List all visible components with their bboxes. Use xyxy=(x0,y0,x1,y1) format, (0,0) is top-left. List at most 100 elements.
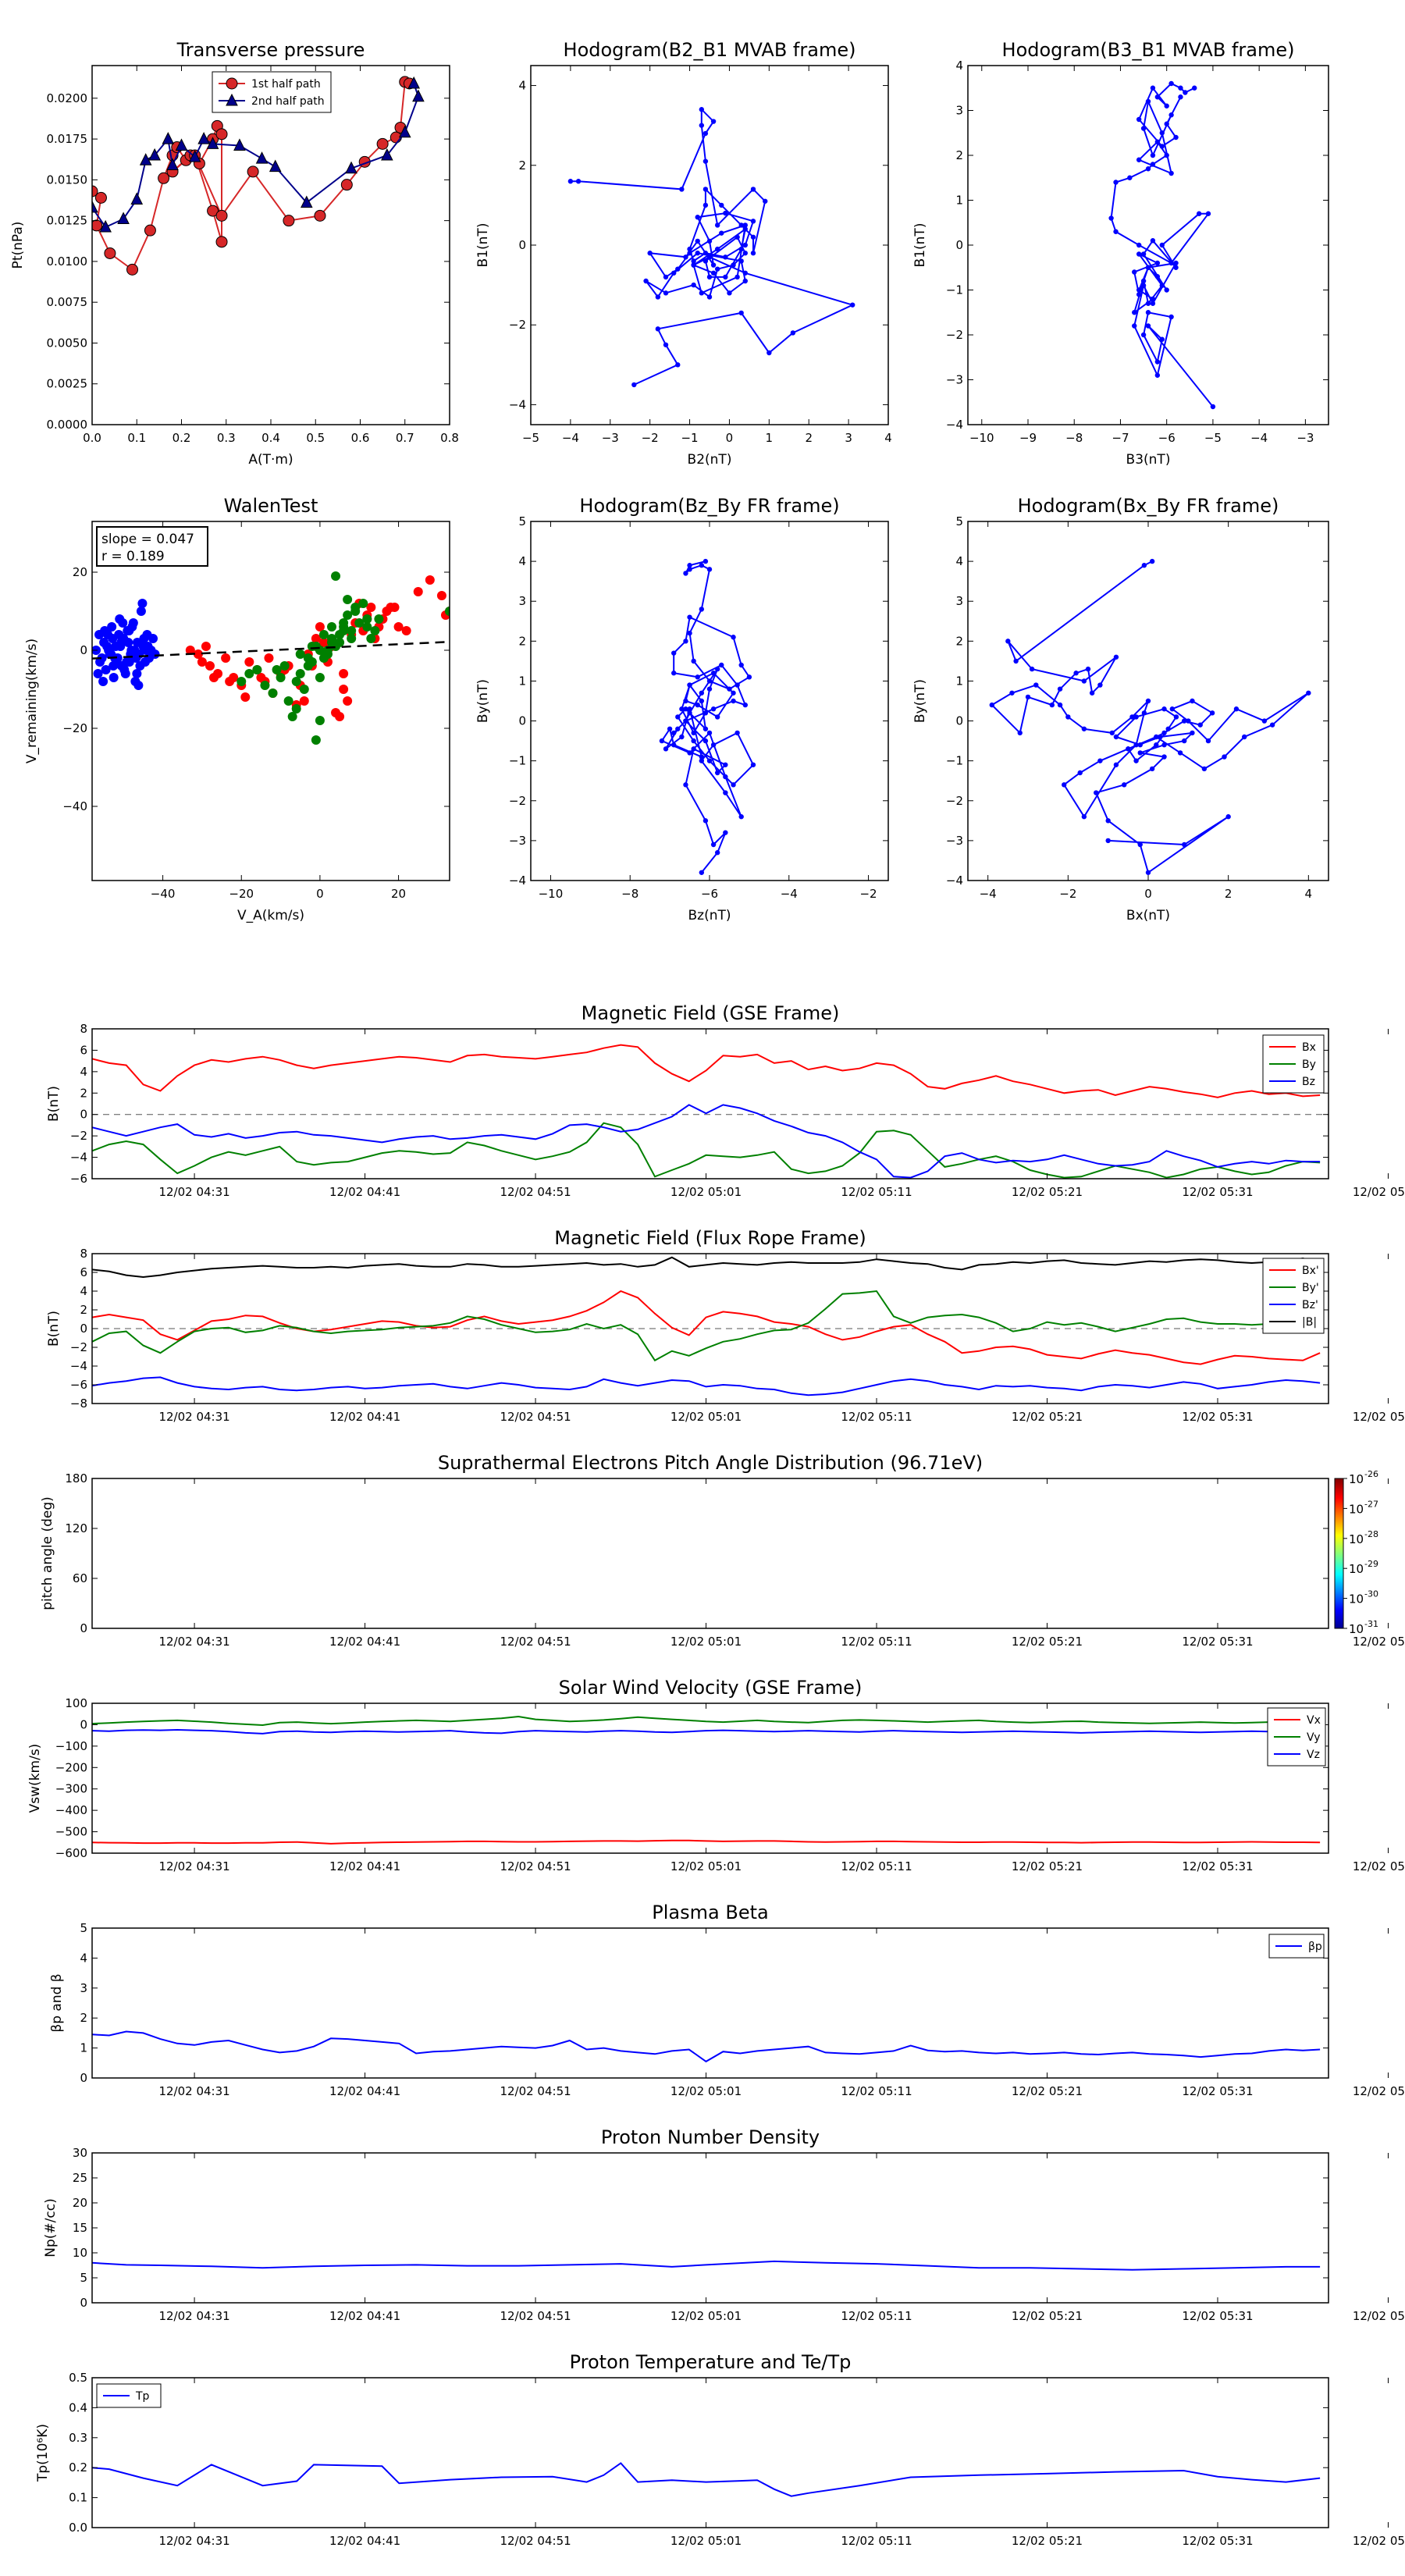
scatter-point xyxy=(318,630,329,639)
data-point xyxy=(699,754,705,760)
data-point xyxy=(1049,702,1055,708)
data-point xyxy=(675,266,681,272)
data-point xyxy=(675,714,681,720)
scatter-point xyxy=(335,712,345,721)
y-tick-label: 0 xyxy=(955,714,963,728)
y-tick-label: −100 xyxy=(55,1739,87,1753)
chart-title: Solar Wind Velocity (GSE Frame) xyxy=(559,1677,863,1699)
scatter-point xyxy=(295,669,305,678)
plot-area xyxy=(92,1256,1329,1397)
scatter-point xyxy=(339,618,349,628)
annotation-r: r = 0.189 xyxy=(101,549,165,564)
legend-label: |B| xyxy=(1302,1316,1317,1329)
data-point xyxy=(683,718,688,724)
data-point xyxy=(691,282,696,288)
data-point xyxy=(1145,310,1151,315)
scatter-point xyxy=(136,607,146,616)
data-point xyxy=(1150,296,1156,302)
colorbar-label-exponent: -29 xyxy=(1364,1559,1378,1569)
x-tick-label: −4 xyxy=(562,431,579,445)
data-point xyxy=(1013,658,1019,664)
series-line-1 xyxy=(92,1122,1321,1179)
y-tick-label: −6 xyxy=(70,1172,87,1186)
legend: Tp xyxy=(96,2383,162,2408)
data-point xyxy=(197,131,210,144)
y-axis-label: Tp(10⁶K) xyxy=(35,2424,51,2482)
x-tick-label: 12/02 05:41 xyxy=(1353,1185,1405,1199)
data-point xyxy=(687,246,692,252)
scatter-point xyxy=(413,587,423,596)
y-tick-label: 5 xyxy=(518,514,526,528)
data-point xyxy=(742,251,748,256)
data-point xyxy=(376,137,389,150)
chart-title: Hodogram(Bx_By FR frame) xyxy=(1018,495,1279,517)
data-point xyxy=(1149,558,1155,564)
scatter-point xyxy=(339,669,349,678)
scatter-point xyxy=(141,646,151,655)
data-point xyxy=(1154,260,1161,266)
y-tick-label: −2 xyxy=(70,1129,87,1143)
scatter-point xyxy=(283,696,293,706)
data-point xyxy=(683,254,688,260)
x-tick-label: 12/02 04:51 xyxy=(500,2309,571,2323)
x-tick-label: 0.5 xyxy=(306,431,325,445)
x-tick-label: 12/02 04:51 xyxy=(500,1410,571,1424)
data-point xyxy=(738,814,744,820)
x-tick-label: −10 xyxy=(969,431,994,445)
y-tick-label: −1 xyxy=(946,283,963,297)
data-point xyxy=(233,138,246,151)
x-tick-label: 12/02 05:41 xyxy=(1353,1410,1405,1424)
series-line-0 xyxy=(92,1044,1321,1098)
y-tick-label: −600 xyxy=(55,1846,87,1860)
plot-area xyxy=(989,558,1311,875)
data-point xyxy=(130,192,144,205)
data-point xyxy=(695,702,700,708)
data-point xyxy=(663,746,669,752)
x-tick-label: 12/02 05:11 xyxy=(841,1185,912,1199)
data-point xyxy=(126,263,139,276)
y-tick-label: −2 xyxy=(509,794,526,808)
x-tick-label: 12/02 05:31 xyxy=(1182,1859,1253,1873)
scatter-point xyxy=(107,622,117,632)
data-point xyxy=(247,165,259,178)
series-line-2 xyxy=(92,1728,1321,1735)
data-point xyxy=(215,209,228,222)
x-tick-label: −10 xyxy=(539,887,564,901)
data-point xyxy=(714,714,720,720)
data-point xyxy=(691,738,696,744)
data-point xyxy=(714,850,720,856)
y-tick-label: 0.0175 xyxy=(47,132,88,146)
y-tick-label: 60 xyxy=(73,1571,87,1585)
data-point xyxy=(1136,287,1142,293)
x-tick-label: 12/02 05:11 xyxy=(841,2534,912,2548)
scatter-point xyxy=(347,634,357,643)
data-point xyxy=(742,278,748,284)
y-tick-label: 20 xyxy=(73,2196,87,2210)
plot-area xyxy=(92,2462,1321,2497)
plot-area xyxy=(92,2030,1321,2063)
series-line-1 xyxy=(92,1715,1321,1727)
x-tick-label: 12/02 04:41 xyxy=(329,1859,400,1873)
scatter-point xyxy=(339,626,349,635)
x-tick-label: 12/02 04:31 xyxy=(158,1185,229,1199)
y-tick-label: −4 xyxy=(509,397,526,411)
data-point xyxy=(1168,260,1174,266)
legend-label: 1st half path xyxy=(251,78,321,91)
data-point xyxy=(99,219,112,233)
chart-4: Hodogram(Bz_By FR frame) By(nT) Bz(nT) −4 −3… xyxy=(475,495,889,923)
x-tick-label: 0 xyxy=(726,431,734,445)
data-point xyxy=(1186,718,1191,724)
y-tick-label: 3 xyxy=(955,104,963,118)
y-axis-label: βp and β xyxy=(49,1973,65,2032)
data-point xyxy=(723,254,728,260)
x-tick-label: 12/02 05:11 xyxy=(841,1635,912,1649)
data-point xyxy=(175,138,188,151)
data-point xyxy=(742,226,748,232)
x-tick-label: 12/02 04:31 xyxy=(158,2084,229,2098)
y-tick-label: 3 xyxy=(80,1981,87,1995)
data-point xyxy=(1137,750,1143,756)
x-tick-label: −20 xyxy=(229,887,254,901)
series-line-0 xyxy=(570,107,855,386)
data-point xyxy=(687,710,692,716)
y-tick-label: 0.0125 xyxy=(47,214,88,228)
